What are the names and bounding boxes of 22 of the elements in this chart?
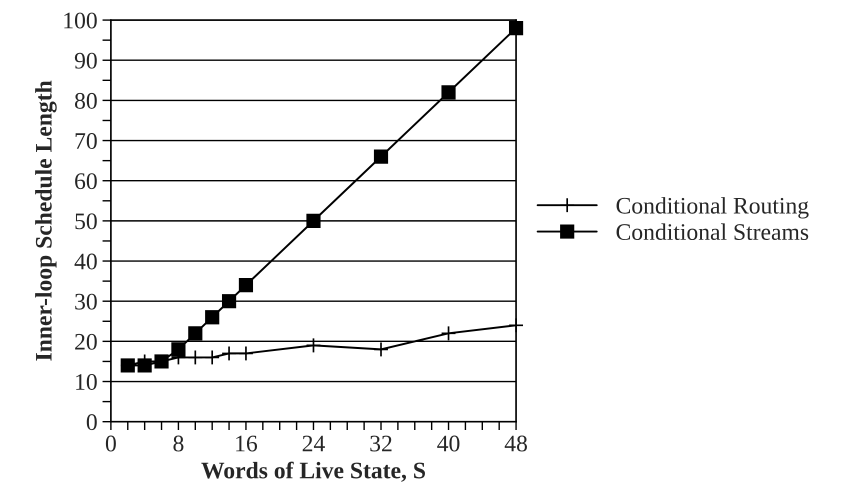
legend-label: Conditional Streams <box>616 223 808 240</box>
y-axis-title: Inner-loop Schedule Length <box>35 80 57 361</box>
y-tick-label: 0 <box>86 414 97 430</box>
x-axis-title: Words of Live State, S <box>201 462 425 482</box>
x-tick-label: 24 <box>302 436 325 452</box>
y-tick-label: 30 <box>75 294 97 310</box>
y-tick-label: 50 <box>75 213 97 230</box>
legend-label: Conditional Routing <box>616 197 809 219</box>
x-tick-label: 16 <box>236 436 258 452</box>
x-tick-label: 40 <box>437 436 460 452</box>
y-tick-label: 90 <box>74 52 97 69</box>
x-tick-label: 48 <box>504 436 527 452</box>
y-tick-label: 10 <box>76 374 97 390</box>
y-tick-label: 80 <box>74 92 97 109</box>
y-tick-label: 40 <box>74 254 97 270</box>
x-tick-label: 32 <box>370 436 392 452</box>
y-tick-label: 60 <box>75 173 97 190</box>
x-tick-label: 8 <box>173 436 184 452</box>
y-tick-label: 70 <box>76 133 97 149</box>
x-tick-label: 0 <box>106 436 116 452</box>
y-tick-label: 100 <box>64 12 97 29</box>
y-tick-label: 20 <box>75 334 97 350</box>
